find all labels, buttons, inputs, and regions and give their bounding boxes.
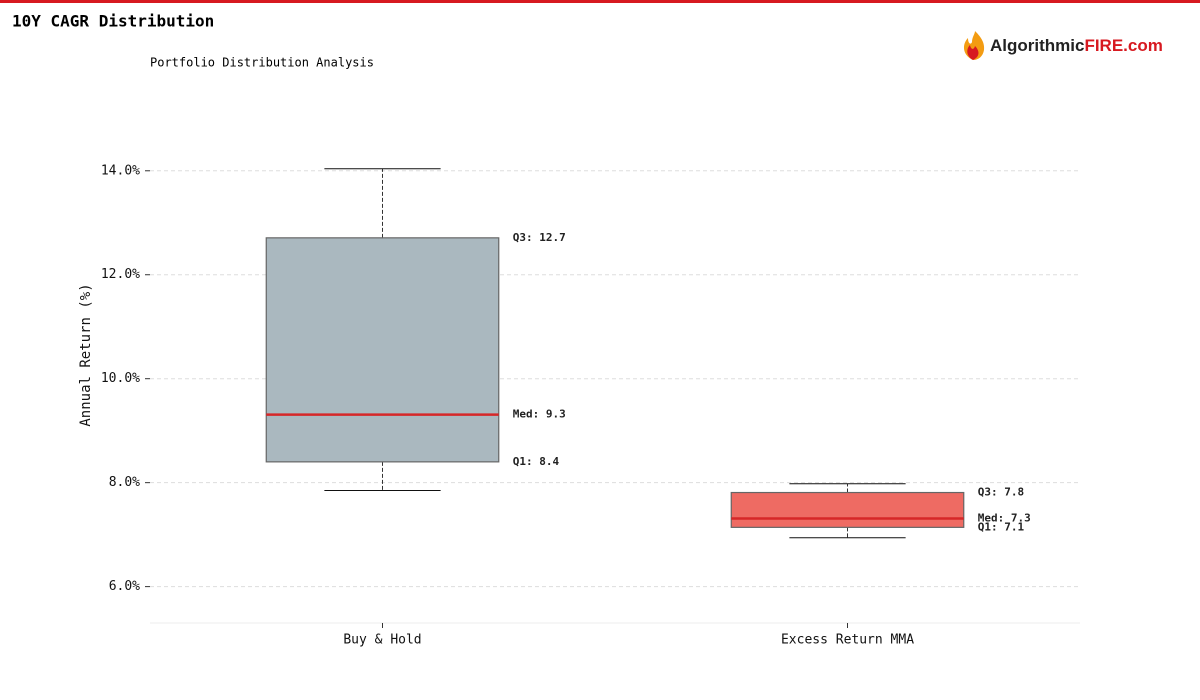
median-label: Med: 9.3: [513, 408, 566, 421]
brand-accent: FIRE.com: [1084, 36, 1162, 55]
x-tick-label: Buy & Hold: [343, 633, 421, 648]
y-tick-label: 14.0%: [101, 163, 140, 178]
box: [265, 237, 500, 463]
x-tick-label: Excess Return MMA: [781, 633, 914, 648]
y-axis-label: Annual Return (%): [78, 283, 94, 426]
y-tick-label: 10.0%: [101, 371, 140, 386]
box: [730, 491, 965, 528]
chart-title: 10Y CAGR Distribution: [12, 12, 214, 31]
q3-label: Q3: 7.8: [978, 486, 1024, 499]
logo-flame-inner: [967, 45, 979, 60]
q3-label: Q3: 12.7: [513, 231, 566, 244]
q1-label: Q1: 8.4: [513, 455, 560, 468]
y-tick-label: 6.0%: [109, 579, 140, 594]
median-label: Med: 7.3: [978, 512, 1031, 525]
q1-label: Q1: 7.1: [978, 520, 1025, 533]
y-tick-label: 12.0%: [101, 267, 140, 282]
brand-name: AlgorithmicFIRE.com: [990, 36, 1163, 55]
brand-main: Algorithmic: [990, 36, 1084, 55]
logo: AlgorithmicFIRE.com: [963, 31, 1163, 60]
top-bar: [0, 0, 1200, 3]
y-tick-label: 8.0%: [109, 475, 140, 490]
chart-subtitle: Portfolio Distribution Analysis: [150, 56, 374, 70]
